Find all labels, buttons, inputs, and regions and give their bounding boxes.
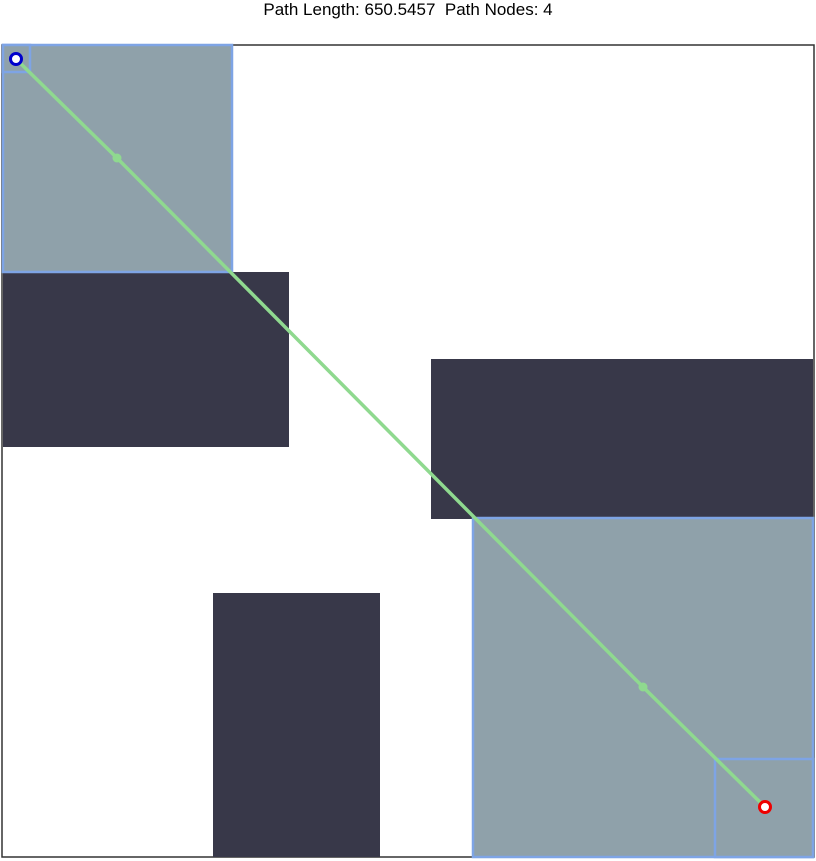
path-nodes-label: Path Nodes: bbox=[444, 0, 539, 19]
start-node-circle-icon bbox=[9, 52, 23, 66]
obstacle-left bbox=[3, 272, 289, 447]
path bbox=[14, 57, 767, 809]
path-length-value: 650.5457 bbox=[364, 0, 436, 19]
obstacles bbox=[3, 272, 813, 857]
path-node bbox=[112, 153, 122, 163]
obstacle-right bbox=[431, 359, 813, 519]
path-stats-header: Path Length: 650.5457 Path Nodes: 4 bbox=[0, 0, 816, 30]
explored-cell-start bbox=[1, 43, 32, 74]
path-node bbox=[638, 682, 648, 692]
path-length-label: Path Length: bbox=[263, 0, 360, 19]
obstacle-bottom bbox=[213, 593, 380, 857]
path-line bbox=[14, 57, 767, 809]
path-nodes-value: 4 bbox=[543, 0, 553, 19]
goal-node-circle-icon bbox=[758, 800, 772, 814]
